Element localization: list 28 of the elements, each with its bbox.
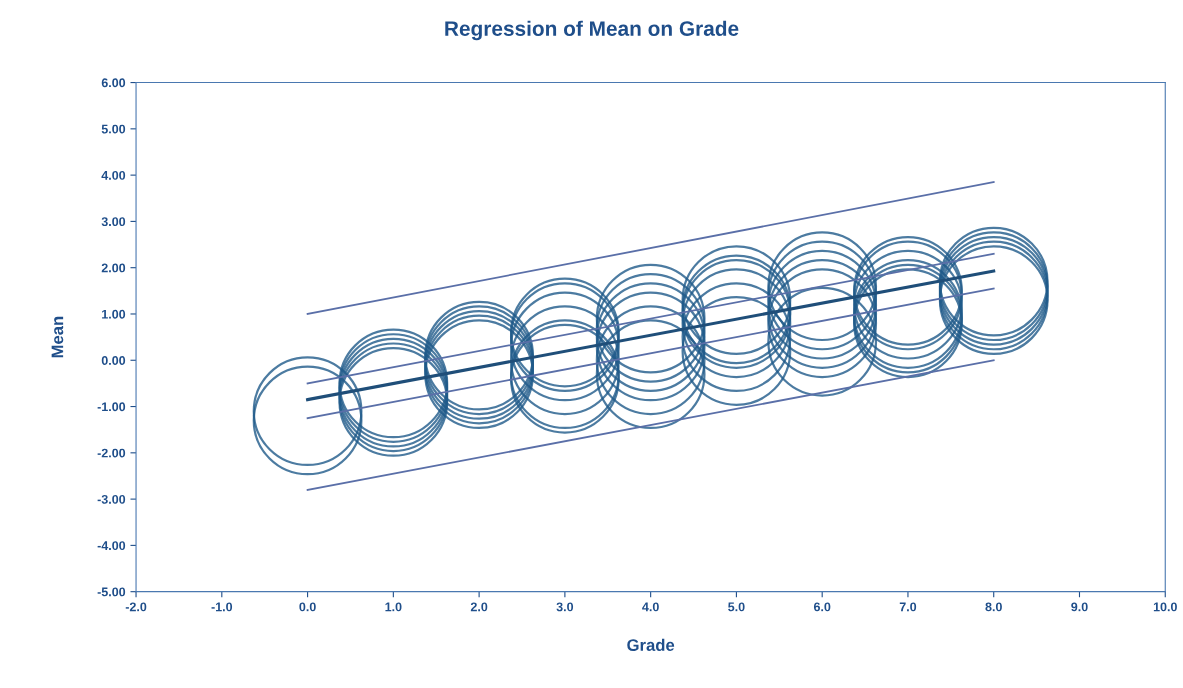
x-axis-title: Grade <box>627 638 675 651</box>
x-tick-label: 3.0 <box>556 602 574 612</box>
y-tick-label: 0.00 <box>101 356 126 365</box>
y-tick-label: 6.00 <box>101 78 126 88</box>
x-tick-label: 6.0 <box>813 602 831 612</box>
x-tick-label: -1.0 <box>211 602 233 612</box>
y-tick-label: -4.00 <box>97 541 126 551</box>
y-tick-label: -2.00 <box>97 448 126 458</box>
x-tick-label: 2.0 <box>470 602 488 612</box>
x-tick-label: 1.0 <box>385 602 402 612</box>
x-tick-label: 8.0 <box>985 602 1002 612</box>
x-tick-label: -2.0 <box>125 602 147 612</box>
y-tick-label: -1.00 <box>97 402 126 412</box>
y-tick-label: 5.00 <box>101 124 126 134</box>
x-tick-label: 0.0 <box>299 602 316 612</box>
y-tick-label: 1.00 <box>102 309 126 319</box>
x-tick-label: 10.0 <box>1153 602 1177 612</box>
y-tick-label: 3.00 <box>101 217 126 227</box>
y-tick-label: 2.00 <box>101 263 126 273</box>
chart-title: Regression of Mean on Grade <box>445 20 739 41</box>
y-tick-label: -5.00 <box>97 587 126 597</box>
x-tick-label: 5.0 <box>728 602 745 612</box>
y-tick-label: -3.00 <box>97 494 126 504</box>
y-tick-label: 4.00 <box>101 170 126 180</box>
x-tick-label: 9.0 <box>1071 602 1088 612</box>
y-axis-title: Mean <box>51 316 64 358</box>
x-tick-label: 7.0 <box>899 602 917 612</box>
x-tick-label: 4.0 <box>642 602 659 612</box>
